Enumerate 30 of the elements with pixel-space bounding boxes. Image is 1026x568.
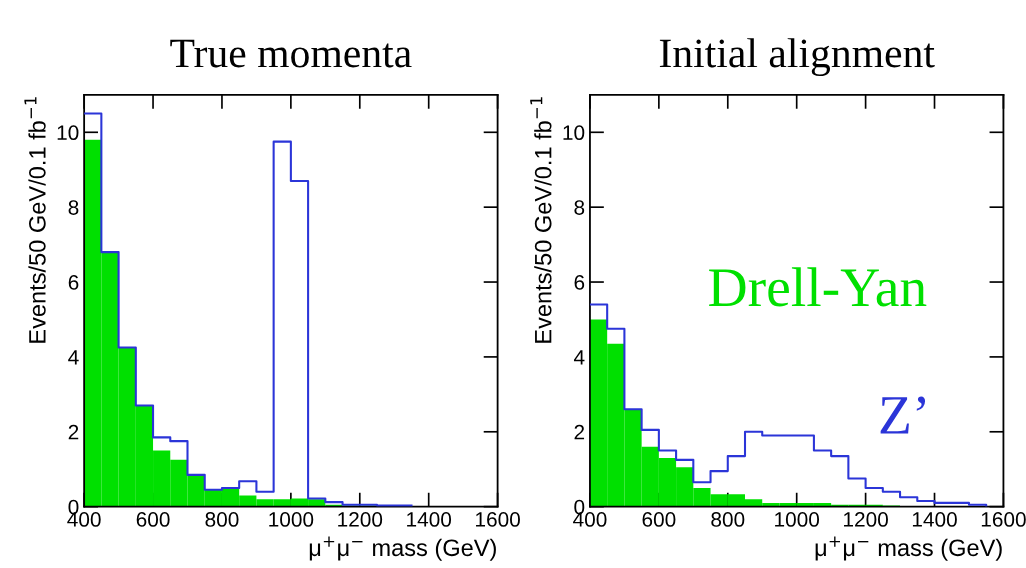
- x-axis-title: μ$^{+}$μ$^{−}$ mass (GeV): [815, 536, 1002, 561]
- x-tick-label: 1600: [476, 512, 520, 527]
- y-tick-label: 8: [68, 200, 79, 215]
- x-tick-label: 600: [136, 512, 170, 527]
- y-tick-label: 2: [574, 424, 585, 440]
- x-tick-label: 1400: [912, 512, 957, 527]
- y-tick-label: 8: [574, 200, 585, 215]
- y-tick-label: 4: [573, 350, 585, 365]
- y-axis-title: Events/50 GeV/0.1 fb$^{−1}$: [530, 97, 552, 343]
- x-axis-title: μ$^{+}$μ$^{−}$ mass (GeV): [309, 536, 496, 561]
- chart-title: Initial alignment: [659, 38, 935, 77]
- x-tick-label: 1600: [981, 512, 1026, 527]
- y-tick-label: 10: [57, 125, 79, 141]
- y-tick-label: 6: [574, 275, 585, 290]
- y-tick-label: 4: [68, 350, 79, 365]
- x-tick-label: 1200: [844, 512, 888, 527]
- x-tick-label: 800: [711, 512, 745, 527]
- x-tick-label: 1400: [407, 512, 452, 527]
- series-label: Z’: [880, 396, 926, 434]
- x-tick-label: 800: [205, 512, 239, 527]
- x-tick-label: 1200: [338, 512, 383, 527]
- y-axis-title: Events/50 GeV/0.1 fb$^{−1}$: [24, 97, 46, 343]
- chart-title: True momenta: [170, 39, 412, 68]
- y-tick-label: 10: [563, 125, 585, 141]
- x-tick-label: 600: [642, 512, 676, 527]
- series-label: Drell-Yan: [709, 267, 927, 307]
- y-tick-label: 6: [68, 275, 79, 290]
- x-tick-label: 1000: [269, 512, 314, 527]
- y-tick-label: 2: [68, 424, 79, 440]
- x-tick-label: 1000: [775, 512, 820, 527]
